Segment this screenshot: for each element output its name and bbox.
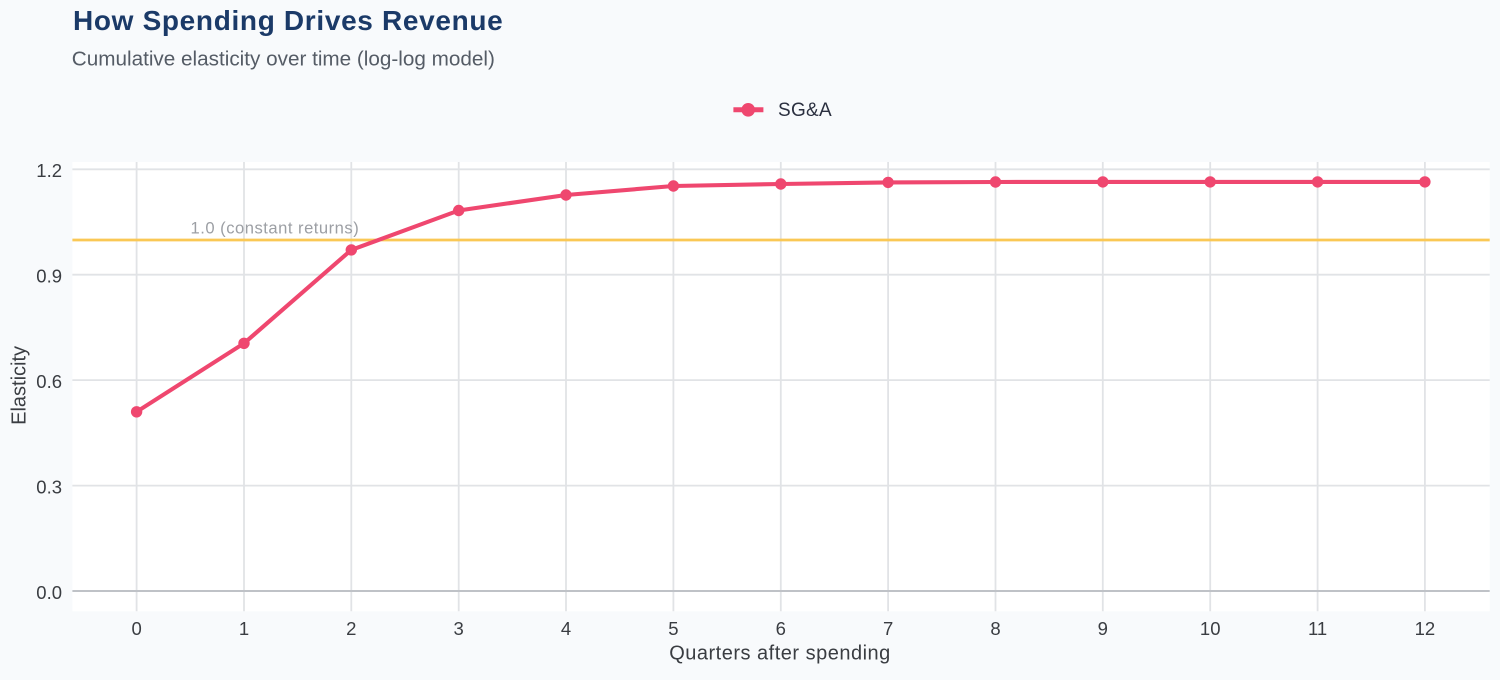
svg-text:10: 10 bbox=[1200, 618, 1221, 639]
svg-text:1.2: 1.2 bbox=[36, 160, 62, 181]
svg-text:1: 1 bbox=[239, 618, 249, 639]
svg-text:11: 11 bbox=[1308, 618, 1327, 639]
svg-text:7: 7 bbox=[883, 618, 893, 639]
svg-text:4: 4 bbox=[561, 618, 571, 639]
svg-text:0.3: 0.3 bbox=[36, 477, 62, 498]
svg-text:Elasticity: Elasticity bbox=[9, 346, 31, 425]
svg-text:6: 6 bbox=[776, 618, 786, 639]
svg-text:How Spending Drives Revenue: How Spending Drives Revenue bbox=[73, 5, 503, 36]
svg-text:Cumulative elasticity over tim: Cumulative elasticity over time (log-log… bbox=[72, 48, 495, 71]
svg-text:0.9: 0.9 bbox=[36, 266, 62, 287]
svg-text:3: 3 bbox=[454, 618, 464, 639]
svg-text:9: 9 bbox=[1098, 618, 1108, 639]
svg-text:12: 12 bbox=[1415, 618, 1436, 639]
svg-text:8: 8 bbox=[990, 618, 1000, 639]
svg-text:0.6: 0.6 bbox=[36, 371, 62, 392]
svg-text:SG&A: SG&A bbox=[778, 100, 832, 121]
svg-text:1.0 (constant returns): 1.0 (constant returns) bbox=[191, 219, 360, 238]
svg-text:0.0: 0.0 bbox=[36, 582, 62, 603]
svg-text:0: 0 bbox=[131, 618, 141, 639]
svg-text:Quarters after spending: Quarters after spending bbox=[669, 643, 891, 665]
svg-text:5: 5 bbox=[668, 618, 678, 639]
svg-text:2: 2 bbox=[346, 618, 356, 639]
